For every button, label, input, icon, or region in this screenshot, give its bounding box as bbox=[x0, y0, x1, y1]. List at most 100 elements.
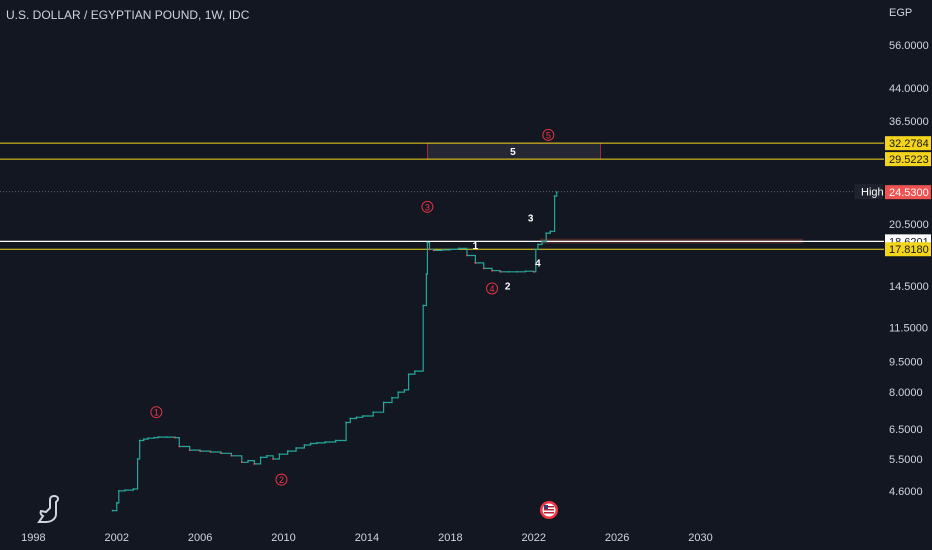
data-point bbox=[316, 441, 318, 444]
data-point bbox=[220, 452, 222, 455]
annotation-ring bbox=[486, 282, 498, 295]
data-point bbox=[286, 450, 289, 452]
price-label-value: 29.5223 bbox=[889, 154, 929, 166]
annotation-label: 3 bbox=[528, 214, 534, 225]
data-point bbox=[278, 453, 281, 456]
data-point bbox=[532, 270, 535, 273]
price-label-value: 24.5300 bbox=[889, 187, 929, 199]
data-point bbox=[138, 439, 141, 442]
data-point bbox=[524, 270, 527, 273]
x-tick-label: 2026 bbox=[605, 532, 629, 544]
data-point bbox=[466, 254, 468, 257]
price-label-tag: High bbox=[861, 187, 884, 199]
y-tick-label: 5.5000 bbox=[889, 454, 923, 466]
annotation-label: 4 bbox=[490, 284, 495, 294]
price-series bbox=[111, 191, 558, 512]
annotation-label: 4 bbox=[535, 258, 541, 269]
data-point bbox=[253, 463, 256, 465]
data-point bbox=[413, 370, 416, 373]
y-tick-label: 36.5000 bbox=[889, 116, 929, 128]
annotation-plain-2: 2 bbox=[505, 282, 511, 293]
price-label-tag-box bbox=[854, 184, 884, 199]
data-point bbox=[240, 461, 243, 464]
data-point bbox=[111, 509, 114, 512]
annotation-circled-3: 3 bbox=[421, 200, 434, 213]
annotation-label: 2 bbox=[505, 282, 511, 293]
data-point bbox=[482, 267, 485, 270]
data-point bbox=[295, 447, 297, 449]
annotation-ring bbox=[421, 200, 434, 213]
chart-title: U.S. DOLLAR / EGYPTIAN POUND, 1W, IDC bbox=[6, 8, 250, 22]
data-point bbox=[534, 248, 537, 251]
data-point bbox=[549, 230, 552, 233]
price-label-level: 29.5223 bbox=[885, 152, 931, 167]
data-point bbox=[115, 502, 118, 504]
y-tick-label: 9.5000 bbox=[889, 356, 923, 368]
annotation-circled-4: 4 bbox=[486, 282, 498, 295]
x-tick-label: 1998 bbox=[21, 532, 45, 544]
data-point bbox=[165, 436, 168, 438]
y-tick-label: 44.0000 bbox=[889, 83, 929, 95]
data-point bbox=[372, 411, 375, 414]
data-point bbox=[117, 490, 120, 492]
data-point bbox=[349, 417, 352, 420]
data-point bbox=[174, 436, 177, 439]
x-tick-label: 2018 bbox=[438, 532, 462, 544]
data-point bbox=[516, 270, 518, 273]
x-tick-label: 2006 bbox=[188, 532, 212, 544]
data-point bbox=[457, 247, 460, 250]
data-point bbox=[157, 436, 160, 438]
data-point bbox=[147, 437, 149, 440]
annotation-label: 1 bbox=[154, 408, 159, 418]
annotation-label: 1 bbox=[473, 241, 479, 252]
price-label-current: 24.5300 bbox=[885, 185, 931, 200]
x-tick-label: 2022 bbox=[521, 532, 545, 544]
us-flag-icon[interactable] bbox=[540, 501, 558, 519]
data-point bbox=[428, 248, 431, 251]
data-point bbox=[555, 191, 558, 194]
y-tick-label: 8.0000 bbox=[889, 387, 923, 399]
data-point bbox=[153, 436, 156, 439]
price-label-box bbox=[885, 185, 931, 200]
data-point bbox=[553, 195, 556, 197]
data-point bbox=[361, 415, 364, 417]
tradingview-dino-icon bbox=[37, 494, 59, 523]
data-point bbox=[537, 243, 539, 246]
data-point bbox=[499, 270, 502, 273]
y-tick-label: 20.5000 bbox=[889, 219, 929, 231]
annotation-label: 5 bbox=[546, 130, 551, 140]
data-point bbox=[449, 248, 452, 251]
price-label-level: 17.8180 bbox=[885, 242, 931, 257]
price-label-box bbox=[885, 136, 931, 151]
x-tick-label: 2014 bbox=[355, 532, 379, 544]
data-point bbox=[334, 439, 337, 442]
data-point bbox=[403, 389, 406, 391]
y-axis: EGP 56.0000 44.0000 36.5000 20.5000 14.5000 11… bbox=[889, 7, 929, 498]
x-tick-label: 2030 bbox=[688, 532, 712, 544]
data-point bbox=[541, 240, 543, 243]
annotation-ring bbox=[150, 406, 163, 419]
annotation-circled-1: 1 bbox=[150, 406, 163, 419]
annotation-circled-2: 2 bbox=[275, 473, 288, 486]
zones-layer bbox=[427, 142, 803, 244]
data-point bbox=[355, 416, 358, 419]
annotation-label: 3 bbox=[425, 202, 430, 212]
data-point bbox=[324, 441, 327, 443]
annotation-plain-1: 1 bbox=[473, 241, 479, 252]
annotation-label: 5 bbox=[510, 147, 516, 158]
annotation-plain-4: 4 bbox=[535, 258, 541, 269]
x-tick-label: 2002 bbox=[105, 532, 129, 544]
x-axis: 1998 2002 2006 2010 2014 2018 2022 2026 2030 bbox=[21, 532, 713, 544]
horizontal-levels bbox=[0, 142, 884, 250]
series-line-0 bbox=[112, 192, 558, 512]
x-tick-label: 2010 bbox=[271, 532, 295, 544]
annotation-label: 2 bbox=[279, 475, 284, 485]
data-point bbox=[188, 449, 191, 452]
data-point bbox=[136, 458, 139, 460]
data-point bbox=[303, 444, 306, 446]
data-point bbox=[474, 262, 477, 264]
data-point bbox=[422, 304, 425, 307]
data-point bbox=[230, 454, 233, 457]
data-point bbox=[432, 249, 435, 252]
